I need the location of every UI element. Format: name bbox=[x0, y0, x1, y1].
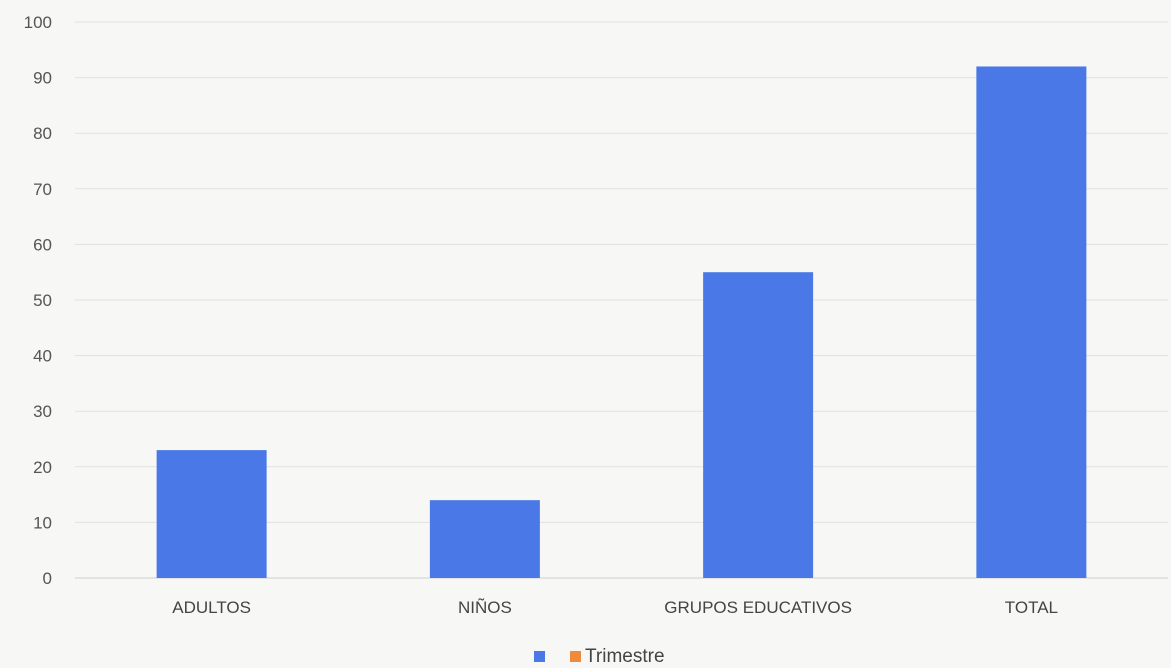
legend: Trimestre bbox=[534, 646, 665, 667]
y-tick-label: 50 bbox=[33, 291, 52, 310]
y-tick-label: 100 bbox=[24, 13, 52, 32]
y-tick-label: 70 bbox=[33, 180, 52, 199]
legend-swatch-series-1 bbox=[534, 651, 545, 662]
x-axis-labels: ADULTOS NIÑOS GRUPOS EDUCATIVOS TOTAL bbox=[172, 598, 1058, 617]
y-tick-label: 10 bbox=[33, 513, 52, 532]
y-tick-label: 30 bbox=[33, 402, 52, 421]
bar-adultos bbox=[156, 450, 267, 578]
x-category-label: GRUPOS EDUCATIVOS bbox=[664, 598, 852, 617]
legend-swatch-trimestre bbox=[570, 651, 581, 662]
y-tick-label: 20 bbox=[33, 458, 52, 477]
x-category-label: TOTAL bbox=[1005, 598, 1058, 617]
y-axis-ticks: 0 10 20 30 40 50 60 70 80 90 100 bbox=[24, 13, 52, 588]
bar-niños bbox=[429, 500, 540, 578]
y-tick-label: 60 bbox=[33, 235, 52, 254]
bar-grupos-educativos bbox=[703, 272, 814, 578]
y-tick-label: 0 bbox=[43, 569, 52, 588]
legend-label-trimestre: Trimestre bbox=[585, 646, 665, 667]
bar-total bbox=[976, 66, 1087, 578]
x-category-label: NIÑOS bbox=[458, 598, 512, 617]
y-tick-label: 90 bbox=[33, 69, 52, 88]
x-category-label: ADULTOS bbox=[172, 598, 251, 617]
y-tick-label: 40 bbox=[33, 347, 52, 366]
y-tick-label: 80 bbox=[33, 124, 52, 143]
bars bbox=[156, 66, 1087, 578]
